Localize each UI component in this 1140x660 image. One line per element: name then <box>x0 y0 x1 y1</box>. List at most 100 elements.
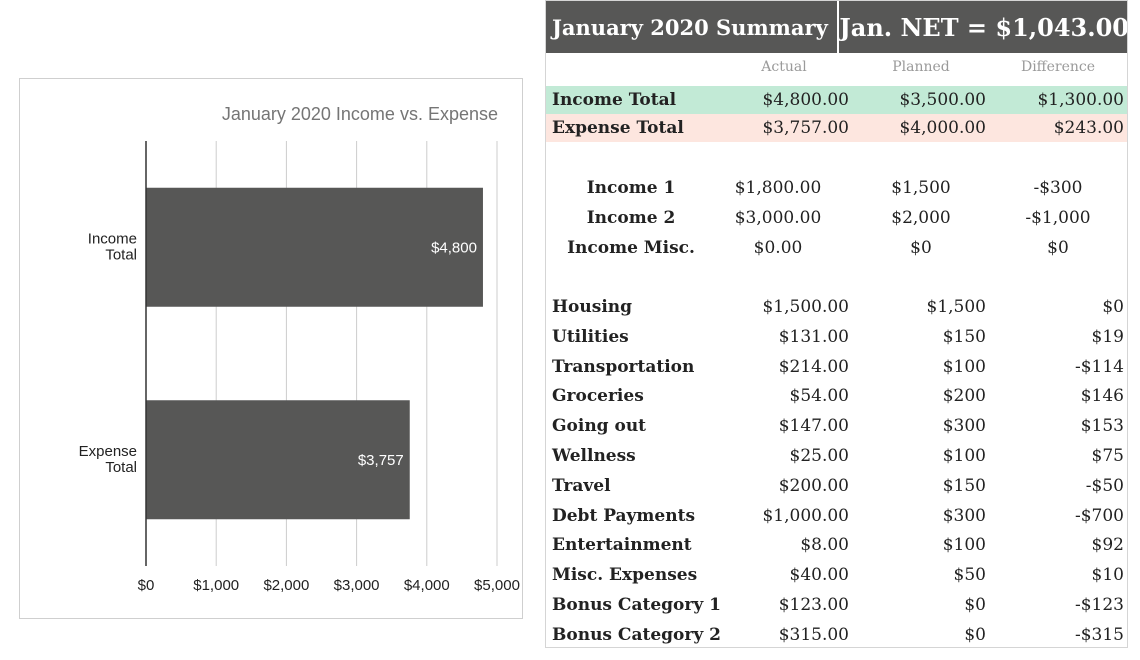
row-label: Income 1 <box>586 178 676 198</box>
row-label: Income Misc. <box>567 238 695 258</box>
actual-cell: $200.00 <box>778 475 849 496</box>
row-label: Groceries <box>552 386 644 407</box>
row-label: Entertainment <box>552 535 692 556</box>
bar <box>146 187 483 307</box>
difference-cell: -$700 <box>1074 505 1124 526</box>
x-tick-label: $2,000 <box>263 577 309 594</box>
row-label: Housing <box>552 297 633 317</box>
column-header-actual: Actual <box>761 59 807 75</box>
difference-cell: $19 <box>1091 326 1124 347</box>
planned-cell: $3,500.00 <box>899 90 986 110</box>
x-tick-label: $4,000 <box>404 577 450 594</box>
planned-cell: $150 <box>942 475 986 496</box>
row-label: Debt Payments <box>552 505 696 526</box>
difference-cell: $0 <box>1102 297 1124 317</box>
actual-cell: $1,800.00 <box>734 178 822 198</box>
column-header-difference: Difference <box>1020 59 1096 75</box>
summary-header: January 2020 Summary Jan. NET = $1,043.0… <box>546 1 1127 53</box>
difference-cell: $146 <box>1080 386 1124 407</box>
planned-cell: $300 <box>942 416 986 437</box>
planned-cell: $50 <box>953 565 986 586</box>
difference-cell: $1,300.00 <box>1037 90 1124 110</box>
planned-cell: $100 <box>942 446 986 466</box>
category-label: Income Total <box>88 230 137 263</box>
row-label: Travel <box>552 475 611 496</box>
row-label: Utilities <box>552 326 629 347</box>
row-label: Going out <box>552 416 647 437</box>
x-tick-label: $0 <box>138 577 155 594</box>
difference-cell: -$114 <box>1074 356 1124 377</box>
income-row: Income Misc. $0.00 $0 $0 <box>546 234 1127 262</box>
row-label: Bonus Category 1 <box>552 595 721 615</box>
actual-cell: $1,500.00 <box>762 297 849 317</box>
difference-cell: $10 <box>1091 565 1124 586</box>
planned-cell: $1,500 <box>926 297 986 317</box>
actual-cell: $147.00 <box>778 416 849 437</box>
expense-row: Going out $147.00 $300 $153 <box>546 412 1127 440</box>
difference-cell: $0 <box>1047 238 1069 258</box>
difference-cell: $153 <box>1080 416 1124 437</box>
actual-cell: $8.00 <box>800 535 849 556</box>
planned-cell: $150 <box>942 326 986 347</box>
planned-cell: $0 <box>964 595 986 615</box>
planned-cell: $300 <box>942 505 986 526</box>
planned-cell: $2,000 <box>891 208 951 228</box>
expense-total-row: Expense Total $3,757.00 $4,000.00 $243.00 <box>546 114 1127 142</box>
chart-canvas: January 2020 Income vs. Expense $4,800 Inc… <box>79 104 520 594</box>
difference-cell: -$1,000 <box>1025 208 1091 228</box>
difference-cell: -$50 <box>1085 475 1124 496</box>
category-label: Expense Total <box>79 443 137 476</box>
actual-cell: $3,000.00 <box>734 208 822 228</box>
difference-cell: $75 <box>1091 446 1124 466</box>
expense-row: Bonus Category 2 $315.00 $0 -$315 <box>546 621 1127 647</box>
difference-cell: $92 <box>1091 535 1124 556</box>
x-tick-label: $1,000 <box>193 577 239 594</box>
row-label: Income Total <box>552 90 677 110</box>
x-tick-label: $3,000 <box>334 577 380 594</box>
income-row: Income 2 $3,000.00 $2,000 -$1,000 <box>546 204 1127 232</box>
planned-cell: $100 <box>942 535 986 556</box>
actual-cell: $4,800.00 <box>762 90 849 110</box>
expense-row: Transportation $214.00 $100 -$114 <box>546 353 1127 381</box>
income-row: Income 1 $1,800.00 $1,500 -$300 <box>546 174 1127 202</box>
summary-title: January 2020 Summary <box>546 1 840 53</box>
income-expense-chart: January 2020 Income vs. Expense $4,800 Inc… <box>19 78 523 619</box>
row-label: Wellness <box>552 446 636 466</box>
expense-row: Travel $200.00 $150 -$50 <box>546 472 1127 500</box>
expense-row: Bonus Category 1 $123.00 $0 -$123 <box>546 591 1127 619</box>
expense-row: Wellness $25.00 $100 $75 <box>546 442 1127 470</box>
actual-cell: $131.00 <box>778 326 849 347</box>
difference-cell: -$123 <box>1074 595 1124 615</box>
actual-cell: $315.00 <box>778 624 849 645</box>
actual-cell: $25.00 <box>789 446 849 466</box>
actual-cell: $40.00 <box>789 565 849 586</box>
difference-cell: -$315 <box>1074 624 1124 645</box>
chart-title: January 2020 Income vs. Expense <box>222 104 498 124</box>
expense-row: Misc. Expenses $40.00 $50 $10 <box>546 561 1127 589</box>
planned-cell: $0 <box>964 624 986 645</box>
column-header-planned: Planned <box>892 59 950 75</box>
actual-cell: $214.00 <box>778 356 849 377</box>
summary-table: January 2020 Summary Jan. NET = $1,043.0… <box>545 0 1128 648</box>
planned-cell: $200 <box>942 386 986 407</box>
actual-cell: $54.00 <box>789 386 849 407</box>
actual-cell: $3,757.00 <box>762 118 849 138</box>
bar-value-label: $4,800 <box>431 239 477 256</box>
planned-cell: $1,500 <box>891 178 951 198</box>
bar <box>146 400 410 520</box>
difference-cell: $243.00 <box>1053 118 1124 138</box>
actual-cell: $1,000.00 <box>762 505 849 526</box>
planned-cell: $100 <box>942 356 986 377</box>
x-tick-label: $5,000 <box>474 577 520 594</box>
actual-cell: $0.00 <box>753 238 803 258</box>
income-total-row: Income Total $4,800.00 $3,500.00 $1,300.00 <box>546 86 1127 114</box>
row-label: Transportation <box>552 356 695 377</box>
difference-cell: -$300 <box>1033 178 1083 198</box>
expense-row: Debt Payments $1,000.00 $300 -$700 <box>546 502 1127 530</box>
planned-cell: $0 <box>910 238 932 258</box>
net-total: Jan. NET = $1,043.00 <box>839 1 1127 53</box>
actual-cell: $123.00 <box>778 595 849 615</box>
row-label: Income 2 <box>586 208 676 228</box>
row-label: Expense Total <box>552 118 684 138</box>
row-label: Misc. Expenses <box>552 565 698 586</box>
